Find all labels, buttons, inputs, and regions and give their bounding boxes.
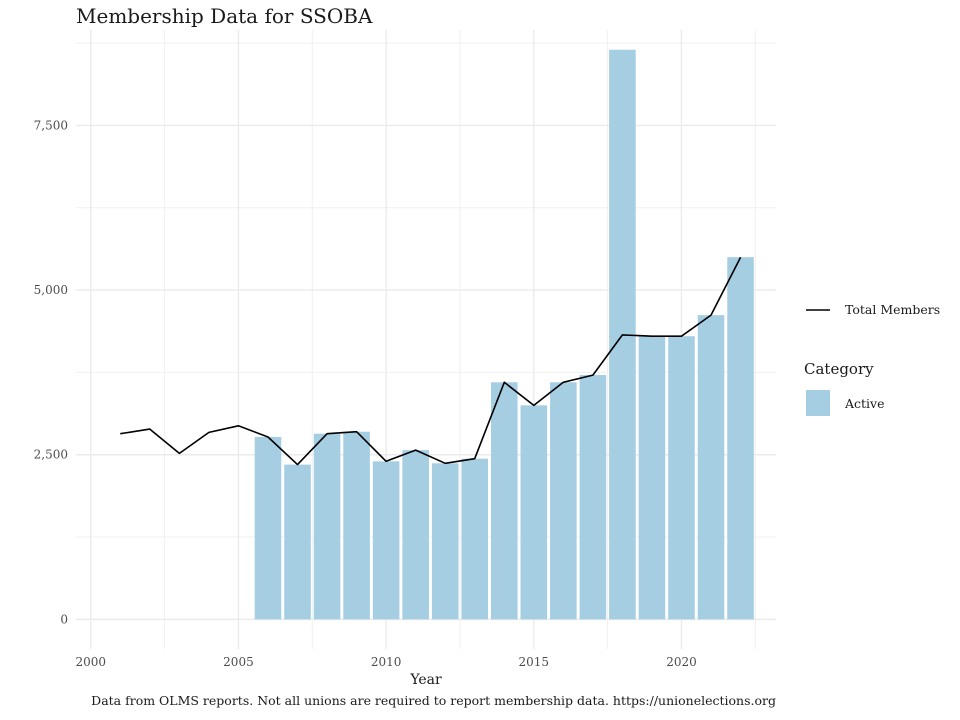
bar-active-2011 xyxy=(402,450,429,620)
x-tick-label: 2005 xyxy=(223,655,254,669)
bar-active-2010 xyxy=(372,461,400,620)
y-axis-ticks: 0 2,500 5,000 7,500 xyxy=(34,118,68,626)
bar-active-2006 xyxy=(254,436,282,620)
bar-active-2014 xyxy=(490,382,518,620)
bar-active-2007 xyxy=(284,464,311,620)
bar-active-2015 xyxy=(520,405,548,620)
bar-active-2008 xyxy=(313,433,341,620)
y-tick-label: 5,000 xyxy=(34,283,68,297)
x-tick-label: 2010 xyxy=(371,655,402,669)
bar-series-active xyxy=(254,49,754,620)
total-members-line xyxy=(120,256,742,466)
bar-active-2012 xyxy=(431,463,459,620)
x-tick-label: 2015 xyxy=(519,655,550,669)
legend-active-label: Active xyxy=(844,396,885,411)
x-tick-label: 2000 xyxy=(75,655,106,669)
legend-line-label: Total Members xyxy=(845,302,940,317)
legend-category-title: Category xyxy=(804,360,874,378)
y-tick-label: 0 xyxy=(60,612,68,626)
line-series-total-members xyxy=(120,256,742,466)
y-tick-label: 7,500 xyxy=(34,118,68,132)
bar-active-2016 xyxy=(550,382,577,620)
chart-caption: Data from OLMS reports. Not all unions a… xyxy=(91,693,776,708)
y-tick-label: 2,500 xyxy=(34,448,68,462)
bar-active-2021 xyxy=(697,315,725,620)
legend: Total Members Category Active xyxy=(804,302,940,416)
bar-active-2017 xyxy=(579,375,607,620)
bar-active-2013 xyxy=(461,458,489,620)
bar-active-2019 xyxy=(638,336,666,620)
bar-active-2020 xyxy=(668,336,695,620)
x-tick-label: 2020 xyxy=(666,655,697,669)
bar-active-2009 xyxy=(343,431,370,620)
x-axis-ticks: 2000 2005 2010 2015 2020 xyxy=(75,655,696,669)
x-axis-title: Year xyxy=(409,672,442,688)
chart-title: Membership Data for SSOBA xyxy=(76,4,373,28)
legend-active-swatch xyxy=(806,390,830,416)
bar-active-2022 xyxy=(727,257,754,620)
